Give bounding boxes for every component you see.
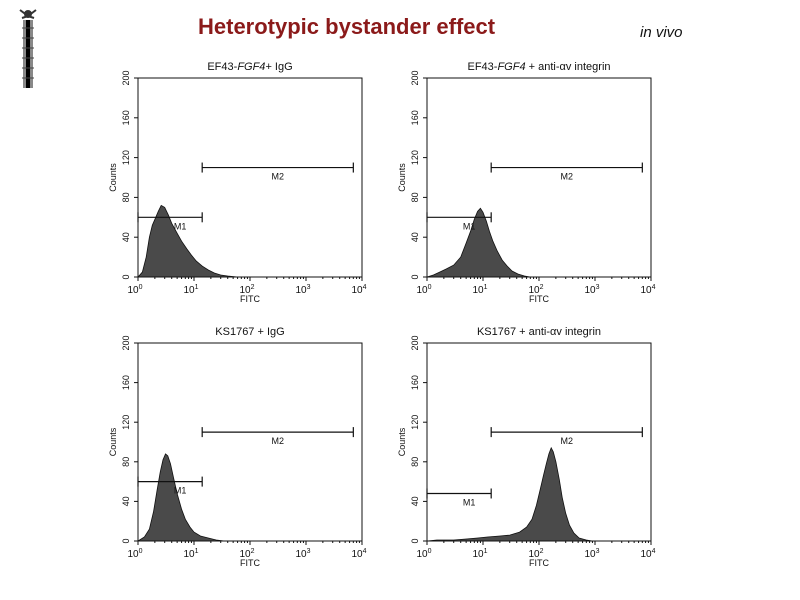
x-axis-label: FITC — [529, 558, 549, 568]
y-tick-label: 40 — [410, 232, 420, 242]
x-tick-label: 104 — [351, 548, 366, 560]
gate-label: M1 — [463, 497, 476, 507]
histogram-area — [426, 446, 593, 542]
histogram-area — [137, 204, 238, 278]
chart-title: KS1767 + anti-αv integrin — [477, 326, 601, 338]
plot-frame — [426, 77, 652, 278]
chart-title: EF43-FGF4 + anti-αv integrin — [467, 61, 610, 73]
gate-label: M2 — [560, 436, 573, 446]
y-tick-label: 80 — [121, 457, 131, 467]
x-tick-label: 102 — [528, 284, 543, 296]
y-tick-label: 160 — [121, 375, 131, 390]
y-tick-label: 0 — [410, 274, 420, 279]
gate-label: M1 — [174, 486, 187, 496]
chart-panel-4: KS1767 + anti-αv integrin 0 40 80 120 160 200 C… — [397, 326, 656, 568]
y-tick-label: 40 — [410, 496, 420, 506]
y-axis-label: Counts — [397, 163, 407, 192]
y-tick-label: 120 — [121, 150, 131, 165]
y-axis-label: Counts — [108, 163, 118, 192]
x-tick-label: 101 — [472, 548, 487, 560]
y-tick-label: 200 — [410, 335, 420, 350]
x-axis-label: FITC — [240, 294, 260, 304]
x-tick-label: 100 — [127, 548, 142, 560]
x-tick-label: 102 — [239, 284, 254, 296]
y-axis-label: Counts — [108, 427, 118, 456]
chart-panel-3: KS1767 + IgG 0 40 80 120 160 200 Counts 100 101 10… — [108, 326, 367, 568]
receptor-icon — [19, 9, 37, 88]
y-tick-label: 200 — [410, 70, 420, 85]
gate-label: M1 — [174, 221, 187, 231]
x-tick-label: 103 — [295, 548, 310, 560]
x-tick-label: 103 — [584, 548, 599, 560]
x-tick-label: 104 — [640, 284, 655, 296]
page-title: Heterotypic bystander effect — [198, 14, 496, 39]
x-axis-label: FITC — [240, 558, 260, 568]
x-tick-label: 103 — [584, 284, 599, 296]
y-tick-label: 0 — [121, 274, 131, 279]
gate-label: M2 — [271, 436, 284, 446]
page-subtitle: in vivo — [640, 24, 683, 41]
y-tick-label: 40 — [121, 496, 131, 506]
y-tick-label: 120 — [410, 415, 420, 430]
y-tick-label: 0 — [410, 538, 420, 543]
chart-panel-2: EF43-FGF4 + anti-αv integrin 0 40 80 120 160 2… — [397, 61, 656, 304]
x-tick-label: 102 — [239, 548, 254, 560]
x-tick-label: 101 — [183, 548, 198, 560]
y-tick-label: 200 — [121, 70, 131, 85]
y-tick-label: 160 — [121, 110, 131, 125]
y-tick-label: 80 — [410, 192, 420, 202]
x-tick-label: 100 — [416, 548, 431, 560]
y-tick-label: 200 — [121, 335, 131, 350]
x-tick-label: 104 — [351, 284, 366, 296]
x-tick-label: 103 — [295, 284, 310, 296]
y-tick-label: 160 — [410, 110, 420, 125]
x-tick-label: 100 — [416, 284, 431, 296]
y-tick-label: 80 — [121, 192, 131, 202]
y-tick-label: 160 — [410, 375, 420, 390]
x-tick-label: 104 — [640, 548, 655, 560]
y-tick-label: 0 — [121, 538, 131, 543]
x-tick-label: 102 — [528, 548, 543, 560]
y-tick-label: 40 — [121, 232, 131, 242]
chart-title: KS1767 + IgG — [215, 326, 284, 338]
x-axis-label: FITC — [529, 294, 549, 304]
y-tick-label: 120 — [410, 150, 420, 165]
x-tick-label: 101 — [183, 284, 198, 296]
x-tick-label: 100 — [127, 284, 142, 296]
gate-label: M2 — [271, 172, 284, 182]
x-tick-label: 101 — [472, 284, 487, 296]
histogram-area — [426, 207, 531, 278]
gate-label: M1 — [463, 221, 476, 231]
chart-title: EF43-FGF4+ IgG — [207, 61, 292, 73]
y-tick-label: 120 — [121, 415, 131, 430]
y-axis-label: Counts — [397, 427, 407, 456]
y-tick-label: 80 — [410, 457, 420, 467]
histogram-area — [136, 453, 225, 542]
chart-panel-1: EF43-FGF4+ IgG 0 40 80 120 160 200 Counts 100 101… — [108, 61, 367, 304]
gate-label: M2 — [560, 172, 573, 182]
logo — [10, 4, 46, 99]
